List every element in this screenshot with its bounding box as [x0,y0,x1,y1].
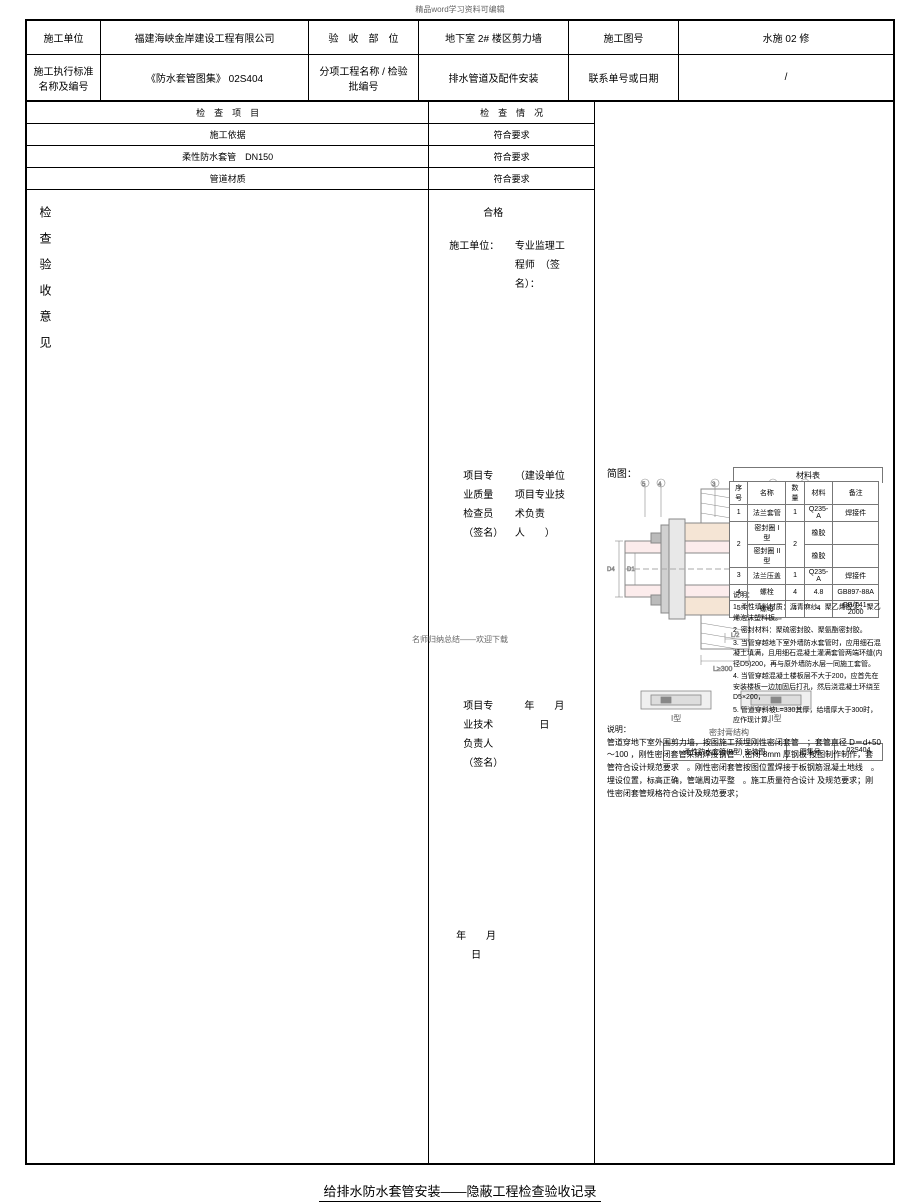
mat-h2: 数量 [786,481,804,504]
mat-h0: 序号 [730,481,748,504]
op-l2: 项目专业质量检查员 （签名） [443,463,509,693]
check-r0-cond: 符合要求 [429,124,595,146]
mat-h1: 名称 [748,481,786,504]
op-r3: 年 月 日 [509,693,580,923]
hdr-r1c6: 水施 02 修 [679,21,894,55]
note-1: 1. 柔性填料材质：沥青麻纱、聚乙烯胶泥、聚乙烯泡沫塑料板。 [733,603,883,624]
mat-c: 橡胶 [804,544,833,567]
hdr-r1c5: 施工图号 [569,21,679,55]
hdr-r2c4: 排水管道及配件安装 [419,55,569,101]
hdr-r2c5: 联系单号或日期 [569,55,679,101]
svg-text:D4: D4 [607,567,615,573]
mat-h3: 材料 [804,481,833,504]
mat-c: Q235-A [804,567,833,584]
opinion-body: 合格 施工单位： 专业监理工程师 （签名）： 项目专业质量检查员 （签名） （建… [429,190,595,1164]
body-table: 检 查 项 目 检 查 情 况 简图： [26,101,894,1164]
sec1-label: I型 [671,714,681,723]
hdr-r1c1: 施工单位 [27,21,101,55]
mat-c: 2 [786,521,804,567]
notes-title: 说明： [733,591,883,602]
mat-c: 1 [786,504,804,521]
mat-c: 1 [730,504,748,521]
opinion-vlabel-cell: 检查验收意见 [27,190,429,1164]
opinion-qualified: 合格 [483,204,580,223]
mat-c: 1 [786,567,804,584]
mat-c: 法兰压盖 [748,567,786,584]
op-r2: （建设单位项目专业技术负责人 ） [509,463,580,693]
mat-c: 橡胶 [804,521,833,544]
explain-label: 说明： [607,725,631,734]
footer-title: 给排水防水套管安装——隐蔽工程检查验收记录 [0,1181,920,1200]
svg-text:L≥300: L≥300 [713,666,733,673]
mat-h4: 备注 [833,481,879,504]
hdr-r1c4: 地下室 2# 楼区剪力墙 [419,21,569,55]
mat-c: 法兰套管 [748,504,786,521]
hdr-r2c3: 分项工程名称 / 检验批编号 [309,55,419,101]
check-r2-item: 管道材质 [27,168,429,190]
diagram-cell: 简图： [594,102,893,1164]
mat-c: 密封圈 II 型 [748,544,786,567]
mat-c [833,544,879,567]
svg-text:D1: D1 [627,567,635,573]
check-r1-item: 柔性防水套管 DN150 [27,146,429,168]
explain-block: 说明： 管道穿地下室外围剪力墙，按图施工预埋刚性密闭套管 ；套管直径 D＝d+5… [607,724,881,801]
mat-c: 3 [730,567,748,584]
hdr-r2c1: 施工执行标准名称及编号 [27,55,101,101]
hdr-r1c3: 验 收 部 位 [309,21,419,55]
top-watermark: 精品word学习资料可编辑 [0,0,920,19]
mat-c: Q235-A [804,504,833,521]
hdr-r2c2: 《防水套管图集》 02S404 [101,55,309,101]
mat-c: 焊接件 [833,504,879,521]
footer-title-text: 给排水防水套管安装——隐蔽工程检查验收记录 [319,1184,600,1202]
mat-c: 焊接件 [833,567,879,584]
op-r1: 专业监理工程师 （签名）： [509,233,580,463]
opinion-vlabel: 检查验收意见 [33,194,58,374]
form-page: 施工单位 福建海峡金岸建设工程有限公司 验 收 部 位 地下室 2# 楼区剪力墙… [25,19,895,1165]
check-hdr-item: 检 查 项 目 [27,102,429,124]
op-l1: 施工单位： [443,233,509,463]
material-table-block: 材料表 序号 名称 数量 材料 备注 1法兰套管1Q235-A焊接件 2密封圈 … [733,467,883,483]
check-r1-cond: 符合要求 [429,146,595,168]
hdr-r2c6: / [679,55,894,101]
header-table: 施工单位 福建海峡金岸建设工程有限公司 验 收 部 位 地下室 2# 楼区剪力墙… [26,20,894,101]
explain-text: 管道穿地下室外围剪力墙，按图施工预埋刚性密闭套管 ；套管直径 D＝d+50 ～1… [607,738,881,798]
note-4: 4. 当管穿越混凝土楼板层不大于200，应首先在安装楼板一边加固后打孔，然后浇混… [733,672,883,704]
op-l3: 项目专业技术负责人 （签名） [443,693,509,923]
mat-c [833,521,879,544]
bottom-watermark: 名师归纳总结——欢迎下载 [0,634,920,645]
mat-c: 密封圈 I 型 [748,521,786,544]
mat-c: 2 [730,521,748,567]
check-r0-item: 施工依据 [27,124,429,146]
check-hdr-cond: 检 查 情 况 [429,102,595,124]
check-r2-cond: 符合要求 [429,168,595,190]
diagram-notes: 说明： 1. 柔性填料材质：沥青麻纱、聚乙烯胶泥、聚乙烯泡沫塑料板。 2. 密封… [733,591,883,729]
op-l4: 年 月 日 [443,923,509,1153]
hdr-r1c2: 福建海峡金岸建设工程有限公司 [101,21,309,55]
